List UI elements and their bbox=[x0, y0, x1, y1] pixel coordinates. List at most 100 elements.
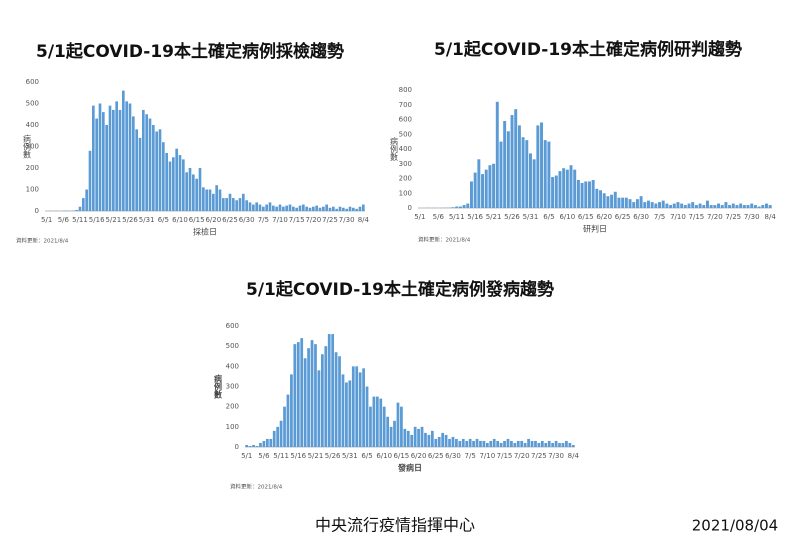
bar bbox=[516, 440, 520, 447]
bar bbox=[95, 118, 98, 211]
bar bbox=[305, 206, 308, 211]
y-axis-label: 病例數 bbox=[23, 134, 32, 160]
bar bbox=[175, 148, 178, 211]
bar bbox=[286, 394, 290, 447]
bar bbox=[145, 114, 148, 211]
bar bbox=[479, 440, 482, 447]
bar bbox=[122, 90, 125, 211]
bar bbox=[499, 141, 503, 208]
bar bbox=[420, 426, 424, 447]
bar bbox=[262, 206, 265, 211]
bar bbox=[530, 440, 534, 447]
bar bbox=[148, 118, 152, 211]
bar bbox=[473, 172, 477, 208]
x-tick-label: 7/15 bbox=[497, 452, 513, 460]
bar bbox=[691, 202, 695, 208]
bar bbox=[595, 188, 599, 208]
bar bbox=[536, 125, 540, 208]
x-tick-label: 6/20 bbox=[596, 213, 612, 221]
bar bbox=[532, 159, 536, 208]
bar bbox=[92, 105, 95, 211]
bar bbox=[434, 438, 438, 447]
bar bbox=[458, 206, 462, 208]
bar bbox=[369, 406, 372, 447]
x-tick-label: 5/31 bbox=[523, 213, 539, 221]
bar bbox=[580, 182, 584, 208]
bar bbox=[222, 198, 225, 211]
bar bbox=[576, 179, 580, 208]
x-tick-label: 6/25 bbox=[222, 216, 238, 224]
bar bbox=[185, 172, 188, 211]
y-tick-label: 600 bbox=[26, 78, 39, 86]
bar bbox=[521, 137, 525, 208]
bar bbox=[205, 189, 208, 211]
bar bbox=[317, 370, 321, 447]
bar bbox=[208, 189, 212, 211]
bar bbox=[283, 406, 286, 447]
x-tick-label: 5/26 bbox=[325, 452, 341, 460]
bar bbox=[195, 178, 198, 211]
bar bbox=[292, 206, 295, 211]
bar bbox=[165, 152, 168, 211]
bar bbox=[514, 109, 518, 208]
bar bbox=[282, 206, 285, 211]
bar bbox=[298, 205, 302, 211]
bar bbox=[105, 125, 108, 211]
bar bbox=[461, 438, 465, 447]
bar bbox=[228, 193, 232, 211]
chart-title: 5/1起COVID-19本土確定病例發病趨勢 bbox=[246, 279, 554, 300]
bar bbox=[724, 202, 728, 208]
bar bbox=[658, 202, 662, 208]
bar bbox=[400, 406, 403, 447]
bar bbox=[300, 338, 304, 447]
bar bbox=[355, 208, 358, 211]
bar bbox=[602, 193, 606, 208]
bar bbox=[324, 346, 328, 447]
bar bbox=[338, 206, 342, 211]
bar bbox=[654, 203, 658, 208]
y-tick-label: 100 bbox=[26, 186, 39, 194]
bar bbox=[492, 163, 496, 208]
bar bbox=[403, 428, 407, 447]
bar bbox=[188, 168, 192, 211]
bar bbox=[232, 198, 235, 211]
bar bbox=[328, 207, 332, 211]
bar bbox=[285, 205, 288, 211]
bar bbox=[365, 386, 369, 447]
bar bbox=[540, 122, 544, 208]
bar bbox=[610, 194, 614, 208]
bar bbox=[235, 200, 238, 211]
bar bbox=[355, 366, 359, 447]
x-tick-label: 6/5 bbox=[543, 213, 554, 221]
bar bbox=[272, 205, 275, 211]
bar bbox=[746, 205, 750, 208]
bar bbox=[455, 206, 459, 208]
y-tick-label: 200 bbox=[399, 175, 412, 183]
bar bbox=[698, 203, 702, 208]
bar bbox=[295, 207, 298, 211]
bar bbox=[238, 198, 242, 211]
bar bbox=[554, 440, 558, 447]
bar bbox=[694, 205, 698, 208]
bar bbox=[469, 181, 473, 208]
bar bbox=[475, 438, 479, 447]
x-tick-label: 5/6 bbox=[433, 213, 445, 221]
x-tick-label: 7/30 bbox=[339, 216, 355, 224]
x-tick-label: 6/10 bbox=[559, 213, 575, 221]
x-tick-label: 5/11 bbox=[72, 216, 88, 224]
y-tick-label: 500 bbox=[226, 342, 239, 350]
bar bbox=[142, 109, 145, 211]
bar bbox=[534, 440, 537, 447]
x-tick-label: 8/4 bbox=[358, 216, 370, 224]
x-tick-label: 8/4 bbox=[765, 213, 777, 221]
bar bbox=[764, 203, 768, 208]
x-tick-label: 5/1 bbox=[41, 216, 52, 224]
x-tick-label: 6/15 bbox=[578, 213, 594, 221]
y-tick-label: 400 bbox=[26, 121, 39, 129]
chart-title: 5/1起COVID-19本土確定病例研判趨勢 bbox=[434, 39, 742, 60]
bar bbox=[650, 202, 654, 208]
x-tick-label: 5/6 bbox=[258, 452, 270, 460]
y-tick-label: 500 bbox=[26, 100, 39, 108]
x-tick-label: 6/25 bbox=[615, 213, 631, 221]
bar bbox=[551, 177, 555, 208]
